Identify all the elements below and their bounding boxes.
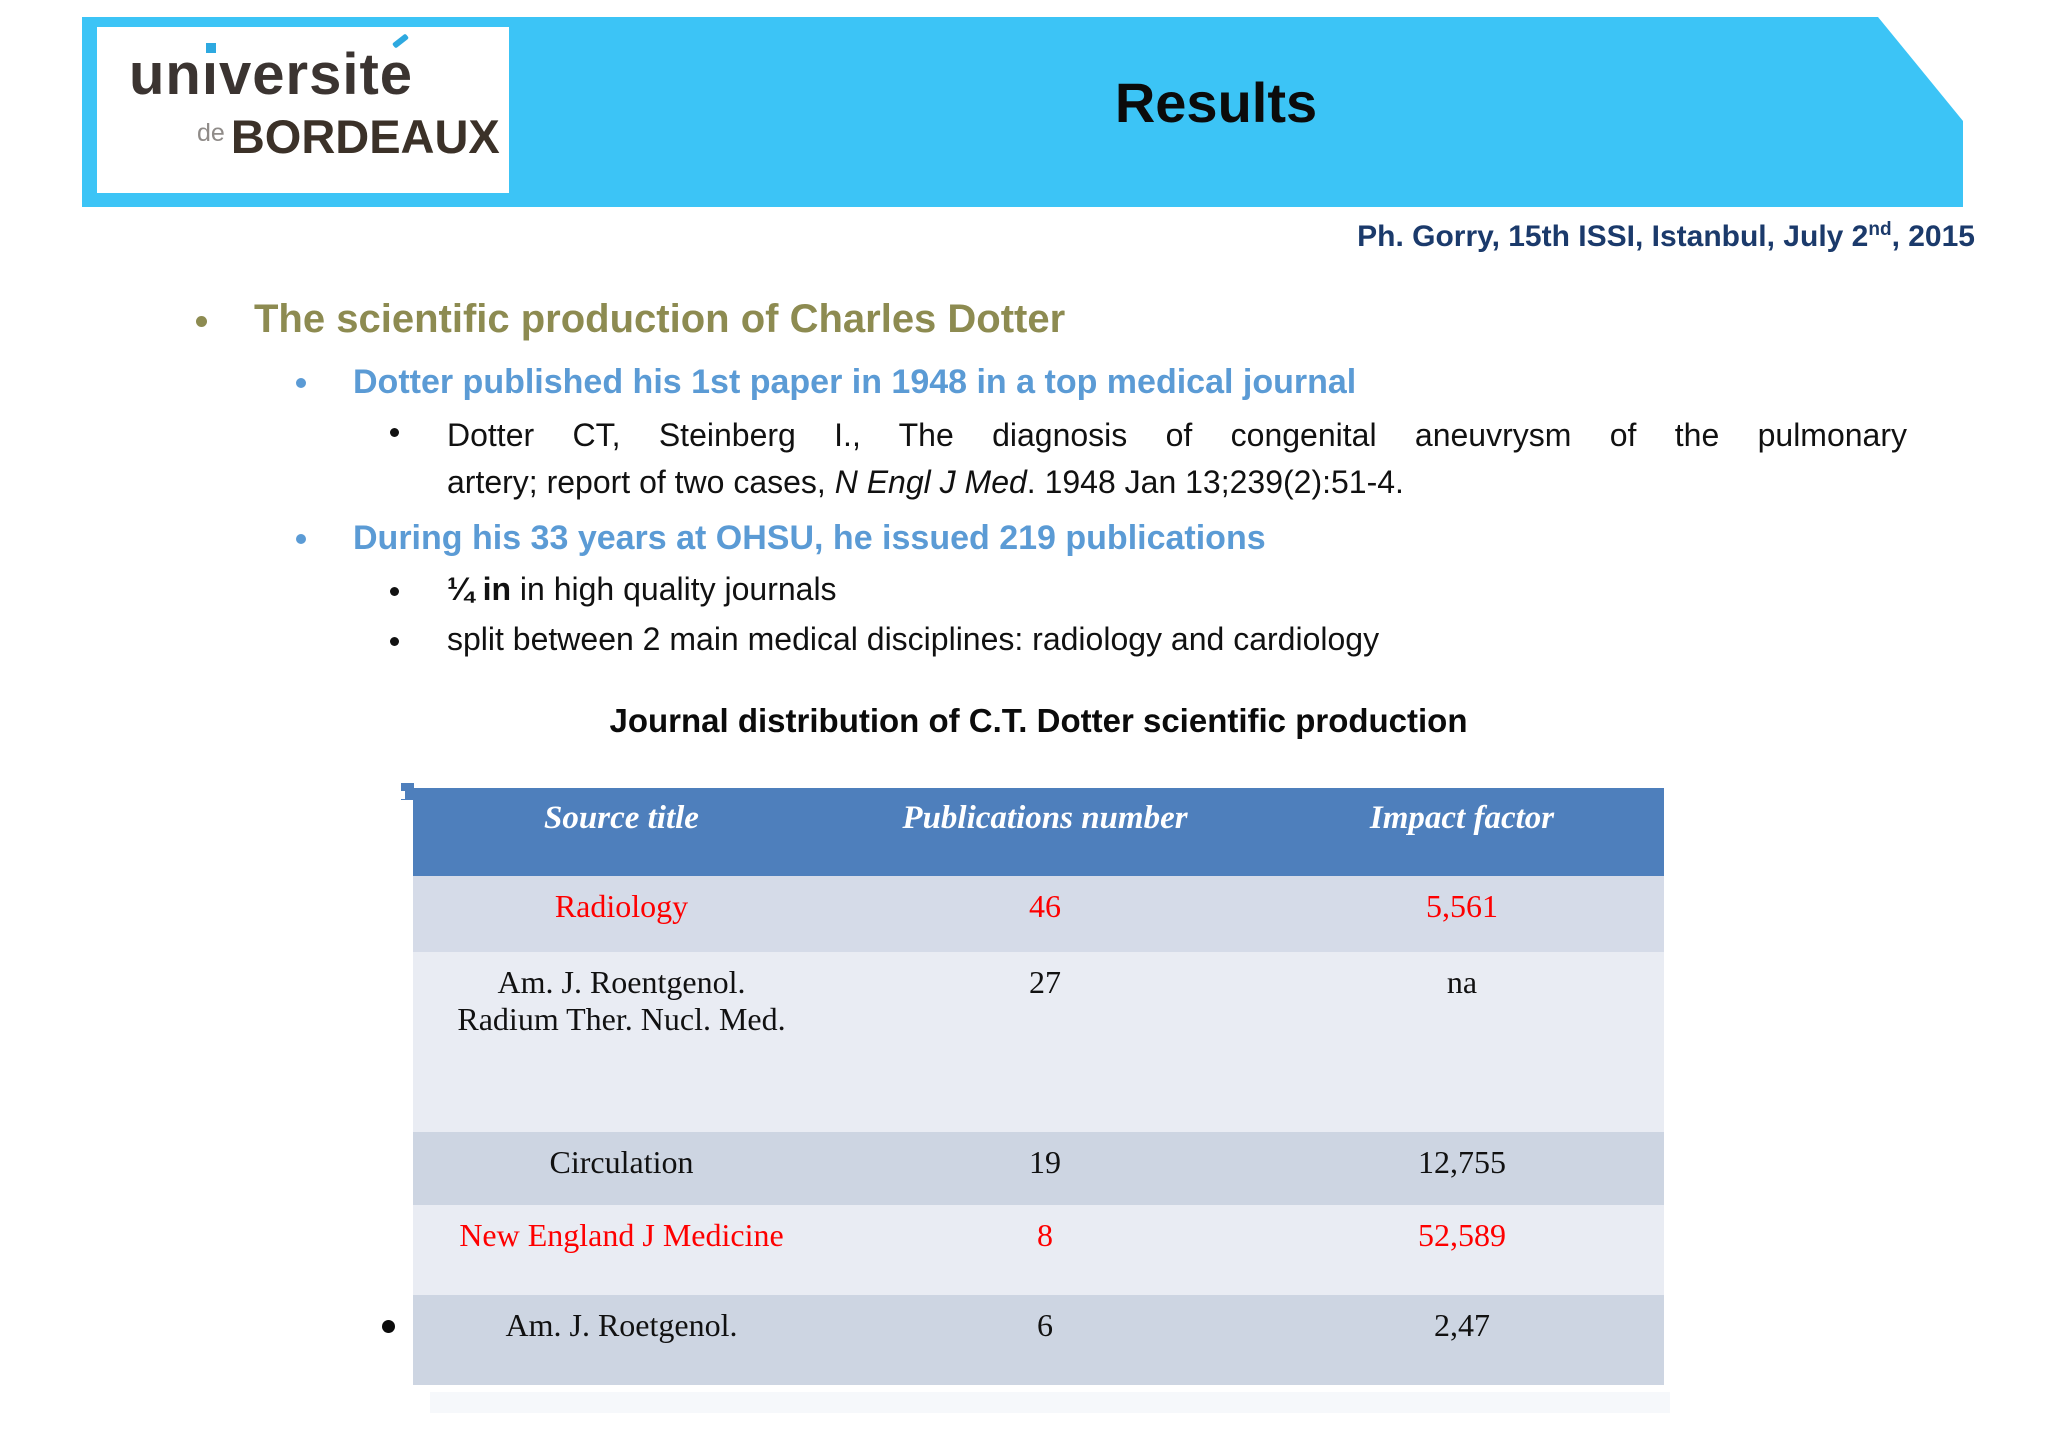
logo-letter-i: ı xyxy=(202,42,219,107)
bullet-citation: Dotter CT, Steinberg I., The diagnosis o… xyxy=(390,412,1907,506)
table-row: New England J Medicine 8 52,589 xyxy=(413,1205,1664,1295)
logo-text-segment: it xyxy=(342,42,380,107)
bullet-icon xyxy=(196,316,207,327)
cell-source: Am. J. Roentgenol. Radium Ther. Nucl. Med… xyxy=(413,952,830,1132)
journal-distribution-table: Source title Publications number Impact … xyxy=(413,788,1664,1385)
bullet-level2-first: Dotter published his 1st paper in 1948 i… xyxy=(296,363,1356,402)
attribution-line: Ph. Gorry, 15th ISSI, Istanbul, July 2nd… xyxy=(1357,219,1975,254)
col-header-impact-factor: Impact factor xyxy=(1369,800,1555,836)
logo-de-label: de xyxy=(197,119,225,147)
logo-wordmark-bordeaux: de BORDEAUX xyxy=(197,109,500,164)
cell-impact: 5,561 xyxy=(1426,888,1498,924)
table-row: Circulation 19 12,755 xyxy=(413,1132,1664,1205)
stray-bullet-icon xyxy=(382,1320,395,1333)
citation-line2: artery; report of two cases, N Engl J Me… xyxy=(447,459,1907,506)
col-header-source-title: Source title xyxy=(544,800,699,836)
logo-text-segment: vers xyxy=(218,42,343,107)
cell-source: Am. J. Roetgenol. xyxy=(505,1307,738,1343)
heading-level1: The scientific production of Charles Dot… xyxy=(196,297,1065,342)
table-header-row: Source title Publications number Impact … xyxy=(413,788,1664,876)
table-bottom-shadow xyxy=(430,1392,1670,1413)
citation-text: . 1948 Jan 13;239(2):51-4. xyxy=(1026,464,1404,500)
logo-text-segment: un xyxy=(129,42,202,107)
university-bordeaux-logo: unı versite de BORDEAUX xyxy=(97,27,509,193)
split-text: split between 2 main medical disciplines… xyxy=(447,621,1380,657)
bullet-level2-first-text: Dotter published his 1st paper in 1948 i… xyxy=(353,363,1357,401)
bullet-icon xyxy=(390,428,399,437)
heading-level1-text: The scientific production of Charles Dot… xyxy=(254,297,1066,341)
cell-source: Radiology xyxy=(554,888,689,924)
cell-source-line2: Radium Ther. Nucl. Med. xyxy=(457,1001,786,1037)
attribution-text: Ph. Gorry, 15th ISSI, Istanbul, July 2 xyxy=(1357,220,1869,253)
citation-text: artery; report of two cases, xyxy=(447,464,835,500)
quarter-bold-text: ¼ in xyxy=(447,571,512,607)
cell-source: New England J Medicine xyxy=(459,1217,784,1253)
cell-publications: 8 xyxy=(1037,1217,1053,1253)
table-row: Am. J. Roentgenol. Radium Ther. Nucl. Med… xyxy=(413,952,1664,1132)
bullet-icon xyxy=(296,534,306,544)
table-row: Am. J. Roetgenol. 6 2,47 xyxy=(413,1295,1664,1385)
cell-publications: 27 xyxy=(1029,964,1061,1000)
cell-source: Circulation xyxy=(549,1144,694,1180)
bullet-level2-second: During his 33 years at OHSU, he issued 2… xyxy=(296,519,1266,558)
col-header-publications-number: Publications number xyxy=(902,800,1188,836)
logo-text-segment: e xyxy=(379,42,414,107)
citation-journal-italic: N Engl J Med xyxy=(834,464,1027,500)
attribution-text: , 2015 xyxy=(1891,220,1975,253)
bullet-icon xyxy=(390,587,399,596)
bullet-level2-second-text: During his 33 years at OHSU, he issued 2… xyxy=(353,519,1266,557)
cell-publications: 6 xyxy=(1037,1307,1053,1343)
bullet-quarter-journals: ¼ in in high quality journals xyxy=(390,571,837,608)
quarter-rest-text: in high quality journals xyxy=(511,571,837,607)
citation-line1: Dotter CT, Steinberg I., The diagnosis o… xyxy=(447,417,1907,453)
logo-blue-dot-icon xyxy=(205,43,216,53)
cell-publications: 46 xyxy=(1029,888,1061,924)
cell-publications: 19 xyxy=(1029,1144,1061,1180)
logo-wordmark-universite: unı versite xyxy=(129,33,414,108)
table-title: Journal distribution of C.T. Dotter scie… xyxy=(609,702,1468,739)
bullet-icon xyxy=(296,378,306,388)
logo-text-segment: ı xyxy=(201,42,219,107)
cell-impact: 52,589 xyxy=(1418,1217,1506,1253)
logo-letter-e-accent: e xyxy=(379,33,414,107)
table-corner-notch xyxy=(397,791,405,799)
attribution-superscript: nd xyxy=(1868,219,1892,240)
cell-impact: na xyxy=(1446,964,1478,1000)
bullet-split-disciplines: split between 2 main medical disciplines… xyxy=(390,621,1379,658)
slide-title: Results xyxy=(1114,71,1318,134)
bullet-icon xyxy=(390,637,399,646)
table-row: Radiology 46 5,561 xyxy=(413,876,1664,952)
cell-impact: 2,47 xyxy=(1434,1307,1490,1343)
logo-bordeaux-label: BORDEAUX xyxy=(230,110,500,163)
cell-impact: 12,755 xyxy=(1418,1144,1506,1180)
cell-source-line1: Am. J. Roentgenol. xyxy=(497,964,746,1000)
